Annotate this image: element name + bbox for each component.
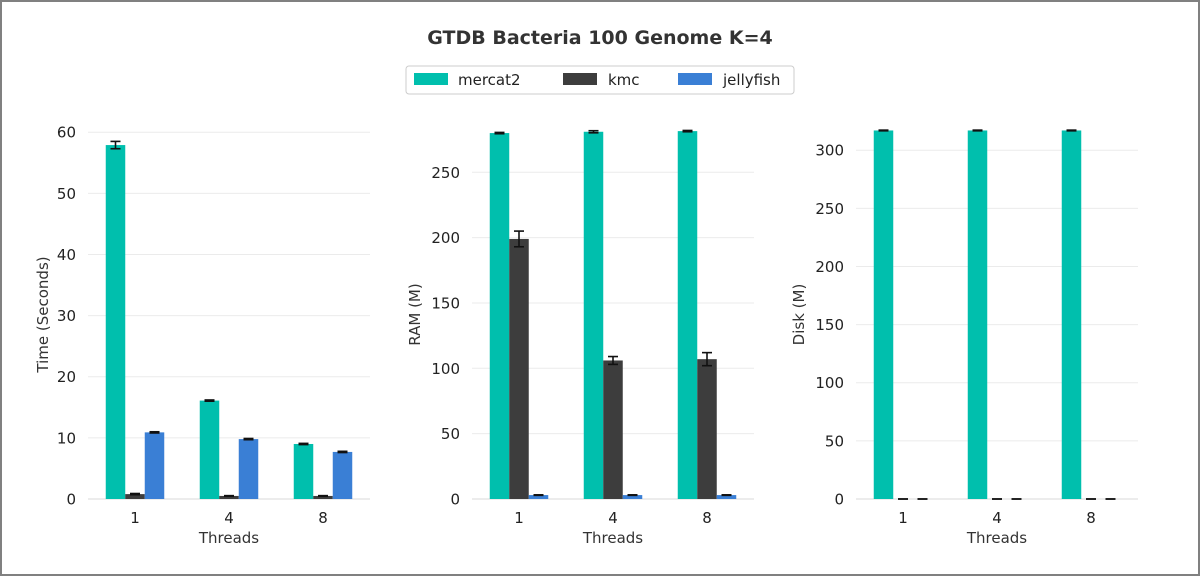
bar-kmc [125, 494, 145, 499]
chart-title: GTDB Bacteria 100 Genome K=4 [427, 27, 772, 49]
legend-swatch-jellyfish [678, 73, 712, 85]
y-tick-label: 250 [815, 200, 844, 218]
y-tick-label: 50 [825, 432, 844, 450]
x-tick-label: 8 [1086, 509, 1096, 527]
x-tick-label: 4 [992, 509, 1002, 527]
bar-jellyfish [238, 439, 259, 499]
x-axis-label-time: Threads [198, 529, 259, 547]
bar-mercat2 [199, 400, 220, 499]
legend-label-jellyfish: jellyfish [722, 71, 780, 89]
bar-kmc [509, 238, 529, 499]
y-tick-label: 150 [431, 294, 460, 312]
y-axis-label-time: Time (Seconds) [34, 256, 52, 373]
y-tick-label: 300 [815, 142, 844, 160]
bar-mercat2 [677, 131, 698, 499]
y-tick-label: 100 [815, 374, 844, 392]
y-tick-label: 20 [57, 368, 76, 386]
panel-time: 0 10 20 30 40 50 60 1 4 8 Threads Time (Seconds) [34, 124, 370, 547]
panel-disk: 0 50 100 150 200 250 300 1 4 8 Threads Disk (M) [790, 129, 1138, 547]
x-tick-label: 1 [130, 509, 140, 527]
legend-label-kmc: kmc [608, 71, 640, 89]
y-tick-label: 0 [450, 491, 460, 509]
bar-jellyfish [716, 495, 737, 499]
y-axis-label-ram: RAM (M) [406, 283, 424, 345]
bar-mercat2 [105, 145, 126, 499]
legend-swatch-mercat2 [414, 73, 448, 85]
y-tick-label: 60 [57, 124, 76, 142]
x-axis-label-ram: Threads [582, 529, 643, 547]
bar-mercat2 [1061, 130, 1082, 499]
y-tick-label: 40 [57, 246, 76, 264]
bar-kmc [603, 360, 623, 499]
panel-ram: 0 50 100 150 200 250 1 4 8 Threads RAM (M) [406, 129, 754, 547]
x-tick-label: 4 [224, 509, 234, 527]
y-tick-label: 250 [431, 164, 460, 182]
bar-mercat2 [583, 131, 604, 499]
x-axis-label-disk: Threads [966, 529, 1027, 547]
x-tick-label: 1 [514, 509, 524, 527]
legend: mercat2 kmc jellyfish [405, 65, 795, 95]
bar-kmc [697, 359, 717, 499]
y-tick-label: 200 [815, 258, 844, 276]
x-tick-label: 8 [318, 509, 328, 527]
bar-jellyfish [332, 451, 353, 499]
bar-kmc [313, 495, 333, 499]
y-tick-label: 30 [57, 307, 76, 325]
y-tick-label: 150 [815, 316, 844, 334]
bar-mercat2 [873, 130, 894, 499]
bar-mercat2 [489, 133, 510, 499]
y-tick-label: 50 [57, 185, 76, 203]
y-tick-label: 0 [834, 491, 844, 509]
x-tick-label: 1 [898, 509, 908, 527]
y-tick-label: 100 [431, 360, 460, 378]
legend-swatch-kmc [563, 73, 597, 85]
bar-jellyfish [144, 432, 165, 499]
y-tick-label: 200 [431, 229, 460, 247]
y-axis-label-disk: Disk (M) [790, 284, 808, 346]
bar-mercat2 [967, 130, 988, 499]
legend-label-mercat2: mercat2 [458, 71, 521, 89]
bar-jellyfish [528, 495, 549, 499]
bar-mercat2 [293, 443, 314, 499]
y-tick-label: 0 [66, 491, 76, 509]
bar-kmc [219, 495, 239, 499]
y-tick-label: 50 [441, 425, 460, 443]
x-tick-label: 4 [608, 509, 618, 527]
y-tick-label: 10 [57, 429, 76, 447]
bar-jellyfish [622, 495, 643, 499]
x-tick-label: 8 [702, 509, 712, 527]
